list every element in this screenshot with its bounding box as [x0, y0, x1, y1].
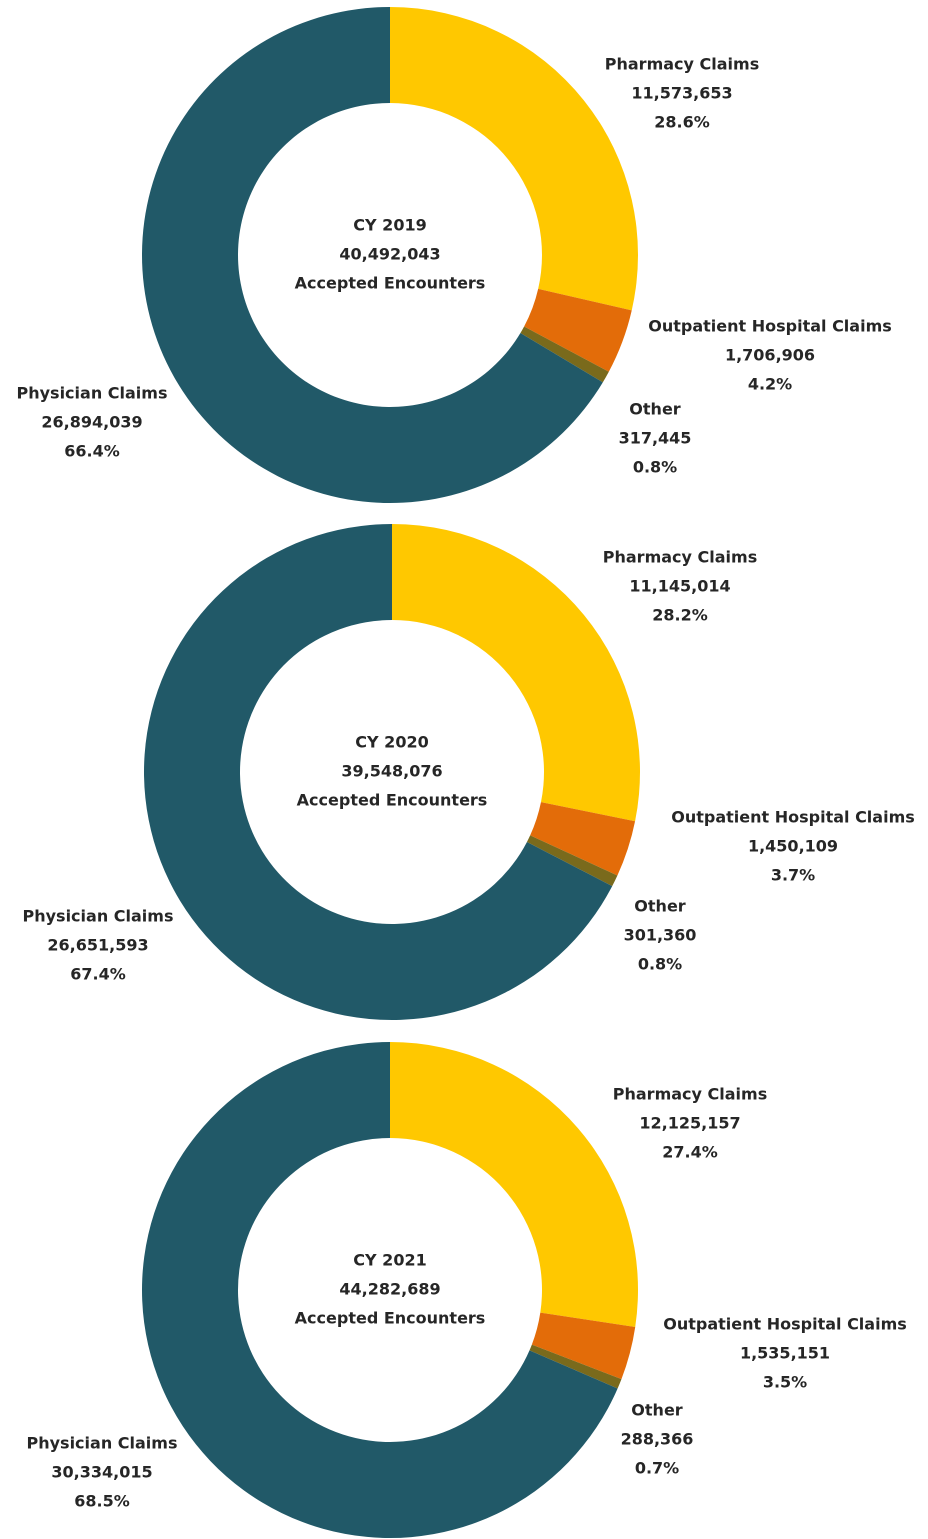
slice-percent: 0.8% [638, 955, 682, 974]
slice-value: 1,450,109 [748, 837, 838, 856]
donut-slice [524, 288, 632, 372]
slice-category: Other [634, 897, 685, 916]
slice-category: Physician Claims [27, 1434, 178, 1453]
donut-slice [141, 1042, 618, 1539]
slice-percent: 28.6% [654, 113, 710, 132]
donut-slice [392, 524, 640, 822]
slice-percent: 3.7% [771, 866, 815, 885]
slice-category: Pharmacy Claims [605, 55, 759, 74]
slice-value: 301,360 [624, 926, 697, 945]
slice-percent: 27.4% [662, 1143, 718, 1162]
donut-slice [526, 835, 618, 887]
slice-percent: 28.2% [652, 606, 708, 625]
slice-category: Other [629, 400, 680, 419]
donut-slice [390, 1042, 638, 1327]
donut-slice [142, 7, 603, 503]
slice-percent: 0.8% [633, 458, 677, 477]
slice-category: Pharmacy Claims [613, 1085, 767, 1104]
slice-value: 11,145,014 [629, 577, 730, 596]
slice-category: Physician Claims [23, 907, 174, 926]
center-label: Accepted Encounters [295, 1309, 486, 1328]
donut-slice [390, 7, 638, 311]
center-label: CY 2019 [353, 216, 426, 235]
slice-value: 26,894,039 [41, 413, 142, 432]
slice-value: 26,651,593 [47, 936, 148, 955]
donut-slice [531, 1312, 636, 1380]
center-label: 39,548,076 [341, 762, 442, 781]
slice-value: 288,366 [621, 1430, 694, 1449]
center-label: Accepted Encounters [295, 274, 486, 293]
slice-category: Outpatient Hospital Claims [663, 1315, 907, 1334]
slice-percent: 68.5% [74, 1492, 130, 1511]
donut-slice [143, 524, 613, 1020]
slice-value: 1,535,151 [740, 1344, 830, 1363]
center-label: CY 2021 [353, 1251, 426, 1270]
slice-value: 30,334,015 [51, 1463, 152, 1482]
slice-percent: 0.7% [635, 1459, 679, 1478]
slice-category: Other [631, 1401, 682, 1420]
slice-category: Pharmacy Claims [603, 548, 757, 567]
donut-slice [520, 326, 609, 383]
donut-slice [529, 1344, 622, 1389]
donut-slice [530, 802, 636, 876]
slice-percent: 67.4% [70, 965, 126, 984]
slice-value: 317,445 [619, 429, 692, 448]
center-label: Accepted Encounters [297, 791, 488, 810]
center-label: CY 2020 [355, 733, 428, 752]
slice-percent: 66.4% [64, 442, 120, 461]
center-label: 40,492,043 [339, 245, 440, 264]
center-label: 44,282,689 [339, 1280, 440, 1299]
slice-category: Physician Claims [17, 384, 168, 403]
slice-value: 11,573,653 [631, 84, 732, 103]
slice-category: Outpatient Hospital Claims [671, 808, 915, 827]
slice-percent: 4.2% [748, 375, 792, 394]
slice-category: Outpatient Hospital Claims [648, 317, 892, 336]
slice-value: 12,125,157 [639, 1114, 740, 1133]
slice-value: 1,706,906 [725, 346, 815, 365]
slice-percent: 3.5% [763, 1373, 807, 1392]
